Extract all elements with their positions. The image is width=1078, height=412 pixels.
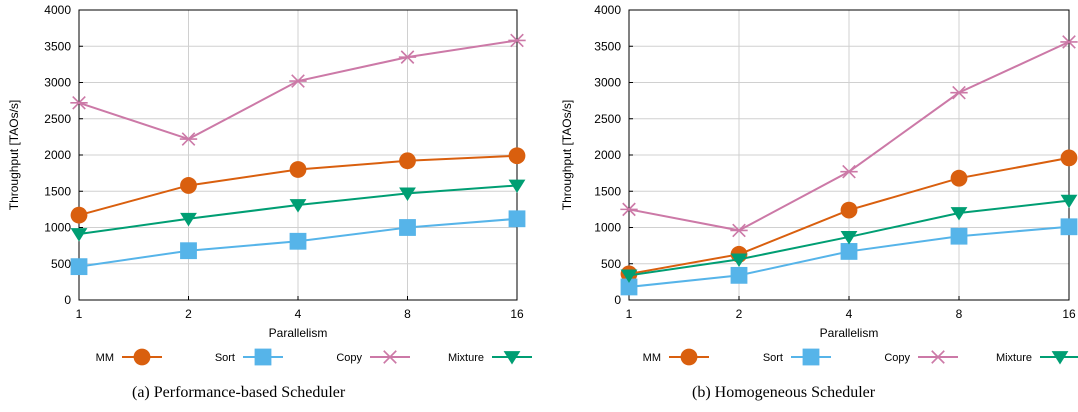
- y-tick-label: 1000: [594, 221, 621, 235]
- data-point-mm: [1060, 149, 1078, 167]
- data-point-mm: [70, 206, 88, 224]
- y-tick-label: 500: [601, 257, 621, 271]
- legend-marker-copy: [381, 350, 399, 364]
- legend-label-mixture: Mixture: [448, 352, 484, 364]
- data-point-copy: [620, 202, 638, 217]
- data-point-mixture: [180, 212, 197, 227]
- legend-marker-mixture: [503, 351, 521, 365]
- caption-a: (a) Performance-based Scheduler: [132, 384, 346, 401]
- y-tick-label: 3000: [594, 76, 621, 90]
- data-point-mixture: [289, 199, 307, 213]
- y-tick-label: 2500: [44, 112, 71, 126]
- legend-label-copy: Copy: [884, 352, 910, 364]
- data-point-copy: [289, 74, 307, 88]
- y-axis-label: Throughput [TAOs/s]: [7, 100, 21, 211]
- x-tick-label: 1: [626, 307, 633, 321]
- data-point-mm: [289, 161, 307, 178]
- data-point-mixture: [70, 228, 88, 242]
- y-tick-label: 4000: [594, 3, 621, 17]
- legend-marker-mixture: [1051, 351, 1069, 365]
- data-point-sort: [1060, 218, 1078, 236]
- x-tick-label: 1: [76, 307, 83, 321]
- data-point-mm: [180, 177, 197, 194]
- data-point-mixture: [508, 179, 526, 194]
- data-point-copy: [730, 223, 748, 238]
- legend-marker-sort: [254, 348, 272, 366]
- data-point-mm: [508, 147, 526, 165]
- data-point-mixture: [620, 269, 638, 283]
- x-axis-label: Parallelism: [269, 326, 328, 340]
- data-point-sort: [730, 266, 748, 284]
- x-tick-label: 16: [1062, 307, 1076, 321]
- y-tick-label: 2000: [594, 148, 621, 162]
- x-tick-label: 4: [846, 307, 853, 321]
- data-point-mm: [399, 152, 416, 170]
- legend-marker-mm: [680, 348, 698, 366]
- data-point-sort: [840, 243, 858, 260]
- x-tick-label: 8: [404, 307, 411, 321]
- data-point-mixture: [1060, 194, 1078, 209]
- data-point-mixture: [730, 253, 748, 267]
- data-point-copy: [840, 164, 858, 179]
- legend-marker-copy: [929, 350, 947, 364]
- y-tick-label: 0: [64, 293, 71, 307]
- legend-label-copy: Copy: [336, 352, 362, 364]
- y-tick-label: 3500: [44, 39, 71, 53]
- data-point-sort: [180, 242, 197, 260]
- data-point-mixture: [399, 187, 416, 201]
- y-tick-label: 500: [51, 257, 71, 271]
- data-point-mm: [840, 201, 858, 219]
- data-point-copy: [179, 132, 198, 146]
- data-point-copy: [508, 33, 526, 48]
- data-point-mixture: [840, 231, 858, 245]
- data-point-sort: [70, 258, 88, 276]
- legend-marker-mm: [133, 348, 151, 366]
- y-tick-label: 3000: [44, 76, 71, 90]
- legend-label-mm: MM: [96, 352, 114, 364]
- data-point-sort: [399, 219, 416, 236]
- data-point-sort: [289, 232, 307, 250]
- y-tick-label: 2500: [594, 112, 621, 126]
- caption-b: (b) Homogeneous Scheduler: [692, 384, 876, 401]
- x-axis-label: Parallelism: [820, 326, 879, 340]
- y-tick-label: 2000: [44, 148, 71, 162]
- data-point-copy: [1060, 35, 1078, 49]
- x-tick-label: 4: [295, 307, 302, 321]
- y-tick-label: 1500: [594, 184, 621, 198]
- data-point-sort: [508, 210, 526, 228]
- data-point-sort: [620, 278, 638, 296]
- data-point-mm: [950, 169, 968, 187]
- y-tick-label: 1500: [44, 184, 71, 198]
- data-point-copy: [70, 95, 88, 110]
- x-tick-label: 2: [736, 307, 743, 321]
- data-point-copy: [950, 85, 968, 100]
- legend-label-sort: Sort: [763, 352, 783, 364]
- legend-label-mm: MM: [643, 352, 661, 364]
- chart-panel-a: 0 500 1000 1500 2000 2500 3000 3500 4000 1 2 4 8 16 Pa…: [7, 3, 532, 366]
- x-tick-label: 16: [510, 307, 524, 321]
- y-tick-label: 3500: [594, 39, 621, 53]
- data-point-sort: [950, 227, 968, 245]
- legend-label-sort: Sort: [215, 352, 235, 364]
- x-tick-label: 8: [956, 307, 963, 321]
- y-tick-label: 4000: [44, 3, 71, 17]
- legend-marker-sort: [802, 348, 820, 366]
- chart-panel-b: 0 500 1000 1500 2000 2500 3000 3500 4000 1 2 4 8 16 Pa…: [560, 3, 1078, 366]
- x-tick-label: 2: [185, 307, 192, 321]
- data-point-mixture: [950, 207, 968, 221]
- legend-label-mixture: Mixture: [996, 352, 1032, 364]
- data-point-copy: [398, 50, 417, 64]
- y-axis-label: Throughput [TAOs/s]: [560, 100, 574, 211]
- y-tick-label: 1000: [44, 221, 71, 235]
- y-tick-label: 0: [614, 293, 621, 307]
